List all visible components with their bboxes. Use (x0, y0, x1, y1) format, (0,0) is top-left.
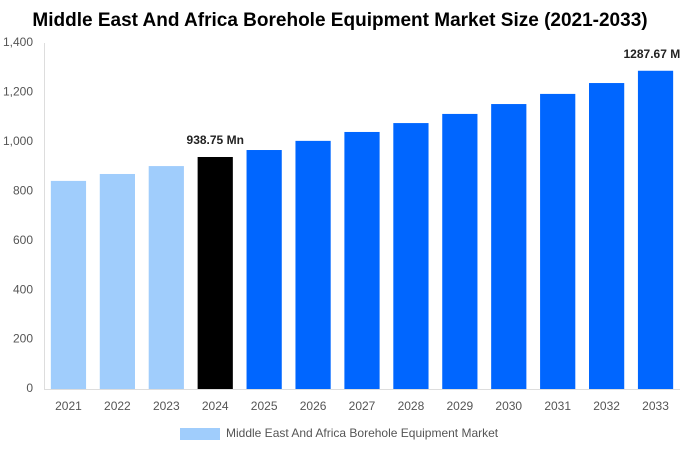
y-tick-label: 0 (26, 381, 33, 395)
value-label: 938.75 Mn (187, 133, 244, 147)
x-tick-label: 2031 (544, 399, 571, 413)
bar (442, 113, 478, 390)
bar (295, 140, 331, 389)
x-tick-label: 2029 (446, 399, 473, 413)
legend-label: Middle East And Africa Borehole Equipmen… (226, 426, 499, 440)
legend-swatch (180, 428, 220, 440)
x-tick-label: 2022 (104, 399, 131, 413)
bar (637, 70, 674, 389)
y-tick-label: 1,200 (3, 85, 33, 99)
x-tick-label: 2023 (153, 399, 180, 413)
value-label: 1287.67 Mn (624, 47, 680, 61)
x-tick-label: 2024 (202, 399, 229, 413)
bar (50, 180, 87, 389)
y-tick-label: 400 (13, 282, 33, 296)
x-tick-label: 2025 (251, 399, 278, 413)
x-tick-label: 2026 (300, 399, 327, 413)
bar (344, 131, 380, 389)
bar (197, 156, 233, 389)
x-tick-label: 2032 (593, 399, 620, 413)
y-tick-label: 800 (13, 183, 33, 197)
bar (99, 173, 135, 389)
bar (491, 104, 527, 390)
y-tick-label: 200 (13, 332, 33, 346)
x-tick-label: 2033 (642, 399, 669, 413)
x-tick-label: 2027 (349, 399, 376, 413)
bar (540, 93, 576, 389)
x-tick-label: 2021 (55, 399, 82, 413)
bar (148, 166, 184, 389)
bar (393, 123, 429, 390)
y-tick-label: 1,400 (3, 35, 33, 49)
bar (246, 150, 282, 389)
x-tick-label: 2028 (398, 399, 425, 413)
chart-title: Middle East And Africa Borehole Equipmen… (32, 10, 647, 31)
x-tick-label: 2030 (495, 399, 522, 413)
y-tick-label: 1,000 (3, 134, 33, 148)
bar (589, 83, 625, 389)
y-tick-label: 600 (13, 233, 33, 247)
